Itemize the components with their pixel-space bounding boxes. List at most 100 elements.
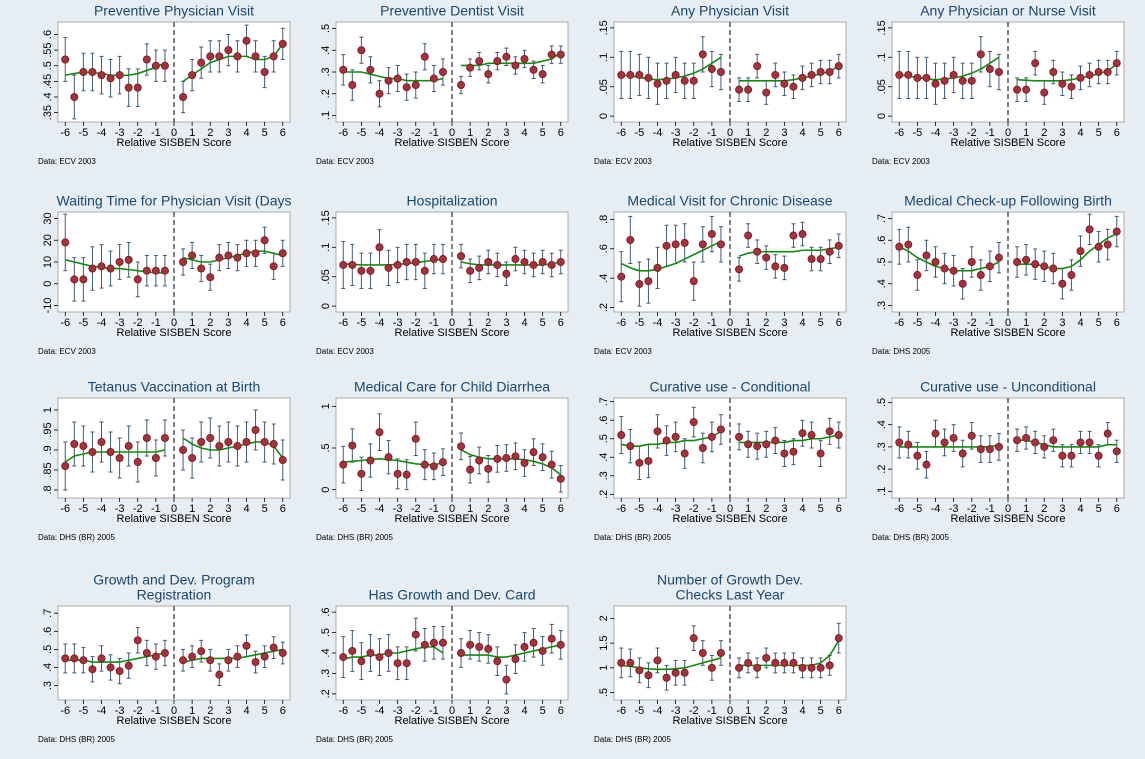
fit-line xyxy=(621,430,839,447)
point xyxy=(1103,68,1112,77)
point xyxy=(538,453,547,462)
point xyxy=(771,658,780,667)
y-tick-label: 0 xyxy=(42,281,54,287)
point xyxy=(816,449,825,458)
point xyxy=(61,654,70,663)
point xyxy=(61,461,70,470)
x-tick-label: -1 xyxy=(151,705,161,717)
point xyxy=(744,440,753,449)
point xyxy=(133,457,142,466)
x-tick-label: 3 xyxy=(1059,503,1065,515)
point xyxy=(1085,438,1094,447)
point xyxy=(976,50,985,59)
point xyxy=(224,656,233,665)
point xyxy=(61,55,70,64)
point xyxy=(242,437,251,446)
data-note: Data: ECV 2003 xyxy=(872,157,930,166)
x-tick-label: 1 xyxy=(1023,127,1029,139)
x-tick-label: 4 xyxy=(521,503,527,515)
chart-title: Registration xyxy=(137,587,212,603)
point xyxy=(484,464,493,473)
x-tick-label: 5 xyxy=(540,705,546,717)
point xyxy=(466,640,475,649)
point xyxy=(269,439,278,448)
x-axis-label: Relative SISBEN Score xyxy=(951,513,1066,525)
x-tick-label: -4 xyxy=(375,503,385,515)
x-tick-label: -4 xyxy=(653,503,663,515)
y-tick-label: .4 xyxy=(598,274,610,283)
point xyxy=(97,654,106,663)
point xyxy=(1013,436,1022,445)
x-tick-label: -2 xyxy=(967,317,977,329)
point xyxy=(662,76,671,85)
point xyxy=(1040,442,1049,451)
x-tick-label: 2 xyxy=(207,705,213,717)
point xyxy=(671,240,680,249)
point xyxy=(816,663,825,672)
x-tick-label: -6 xyxy=(616,503,626,515)
x-tick-label: 4 xyxy=(243,705,249,717)
x-tick-label: 6 xyxy=(836,503,842,515)
x-tick-label: -5 xyxy=(356,705,366,717)
x-tick-label: 1 xyxy=(745,503,751,515)
point xyxy=(1049,264,1058,273)
point xyxy=(393,74,402,83)
point xyxy=(1112,447,1121,456)
y-tick-label: .1 xyxy=(320,111,332,120)
point xyxy=(348,81,357,90)
point xyxy=(816,68,825,77)
point xyxy=(188,453,197,462)
x-tick-label: 1 xyxy=(189,127,195,139)
point xyxy=(762,440,771,449)
point xyxy=(88,447,97,456)
point xyxy=(626,442,635,451)
point xyxy=(348,260,357,269)
point xyxy=(384,76,393,85)
data-note: Data: ECV 2003 xyxy=(594,157,652,166)
y-tick-label: .3 xyxy=(598,471,610,480)
point xyxy=(251,249,260,258)
x-tick-label: 6 xyxy=(1114,503,1120,515)
point xyxy=(88,665,97,674)
chart-title: Preventive Dentist Visit xyxy=(380,3,524,19)
point xyxy=(179,445,188,454)
point xyxy=(744,85,753,94)
plot-area xyxy=(335,605,569,701)
point xyxy=(762,253,771,262)
point xyxy=(151,266,160,275)
x-tick-label: -4 xyxy=(931,127,941,139)
x-tick-label: 4 xyxy=(799,127,805,139)
x-tick-label: 2 xyxy=(1041,503,1047,515)
point xyxy=(635,666,644,675)
x-tick-label: 3 xyxy=(225,705,231,717)
point xyxy=(402,470,411,479)
chart-title: Waiting Time for Physician Visit (Days xyxy=(57,193,292,209)
point xyxy=(931,257,940,266)
point xyxy=(106,663,115,672)
plot-area xyxy=(613,605,847,701)
point xyxy=(834,241,843,250)
x-tick-label: -1 xyxy=(707,503,717,515)
point xyxy=(653,79,662,88)
point xyxy=(1031,438,1040,447)
x-tick-label: -1 xyxy=(429,317,439,329)
point xyxy=(716,240,725,249)
x-axis-label: Relative SISBEN Score xyxy=(117,137,232,149)
x-tick-label: 4 xyxy=(243,317,249,329)
x-tick-label: 5 xyxy=(818,127,824,139)
x-tick-label: -4 xyxy=(653,705,663,717)
point xyxy=(278,39,287,48)
point xyxy=(1076,438,1085,447)
x-axis-label: Relative SISBEN Score xyxy=(395,137,510,149)
point xyxy=(994,442,1003,451)
x-tick-label: -5 xyxy=(634,317,644,329)
point xyxy=(985,262,994,271)
x-tick-label: -3 xyxy=(393,705,403,717)
point xyxy=(366,456,375,465)
y-tick-label: 1 xyxy=(320,403,332,409)
x-tick-label: 6 xyxy=(836,127,842,139)
point xyxy=(994,68,1003,77)
point xyxy=(88,68,97,77)
point xyxy=(967,431,976,440)
data-note: Data: ECV 2003 xyxy=(38,347,96,356)
